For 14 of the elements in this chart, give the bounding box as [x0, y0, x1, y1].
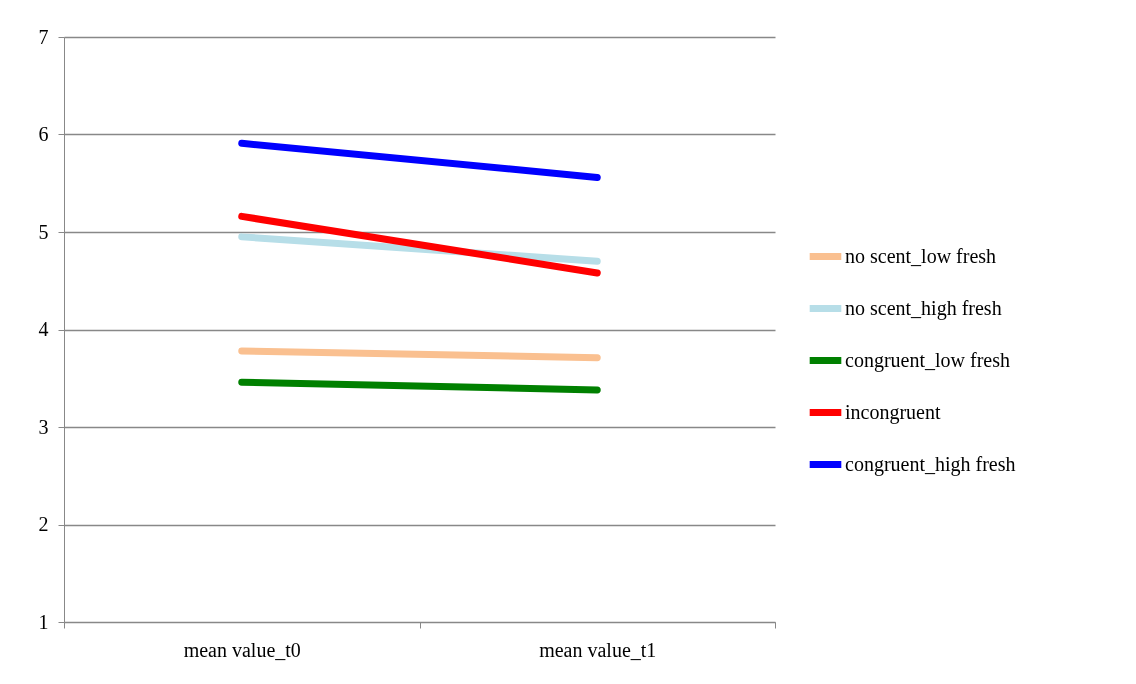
x-tick-label: mean value_t1 [539, 638, 657, 661]
y-tick-label: 2 [38, 513, 49, 535]
y-tick-label: 1 [38, 610, 49, 633]
legend-label: no scent_low fresh [845, 244, 997, 267]
y-tick-label: 7 [38, 25, 49, 48]
y-tick-label: 3 [38, 415, 49, 438]
y-tick-label: 6 [38, 123, 49, 145]
legend-label: incongruent [845, 400, 941, 424]
y-tick-label: 5 [38, 220, 49, 243]
y-tick-label: 4 [38, 318, 49, 340]
x-tick-label: mean value_t0 [183, 638, 301, 661]
legend-label: no scent_high fresh [845, 296, 1002, 320]
legend-label: congruent_low fresh [845, 348, 1010, 372]
legend-label: congruent_high fresh [845, 452, 1016, 476]
